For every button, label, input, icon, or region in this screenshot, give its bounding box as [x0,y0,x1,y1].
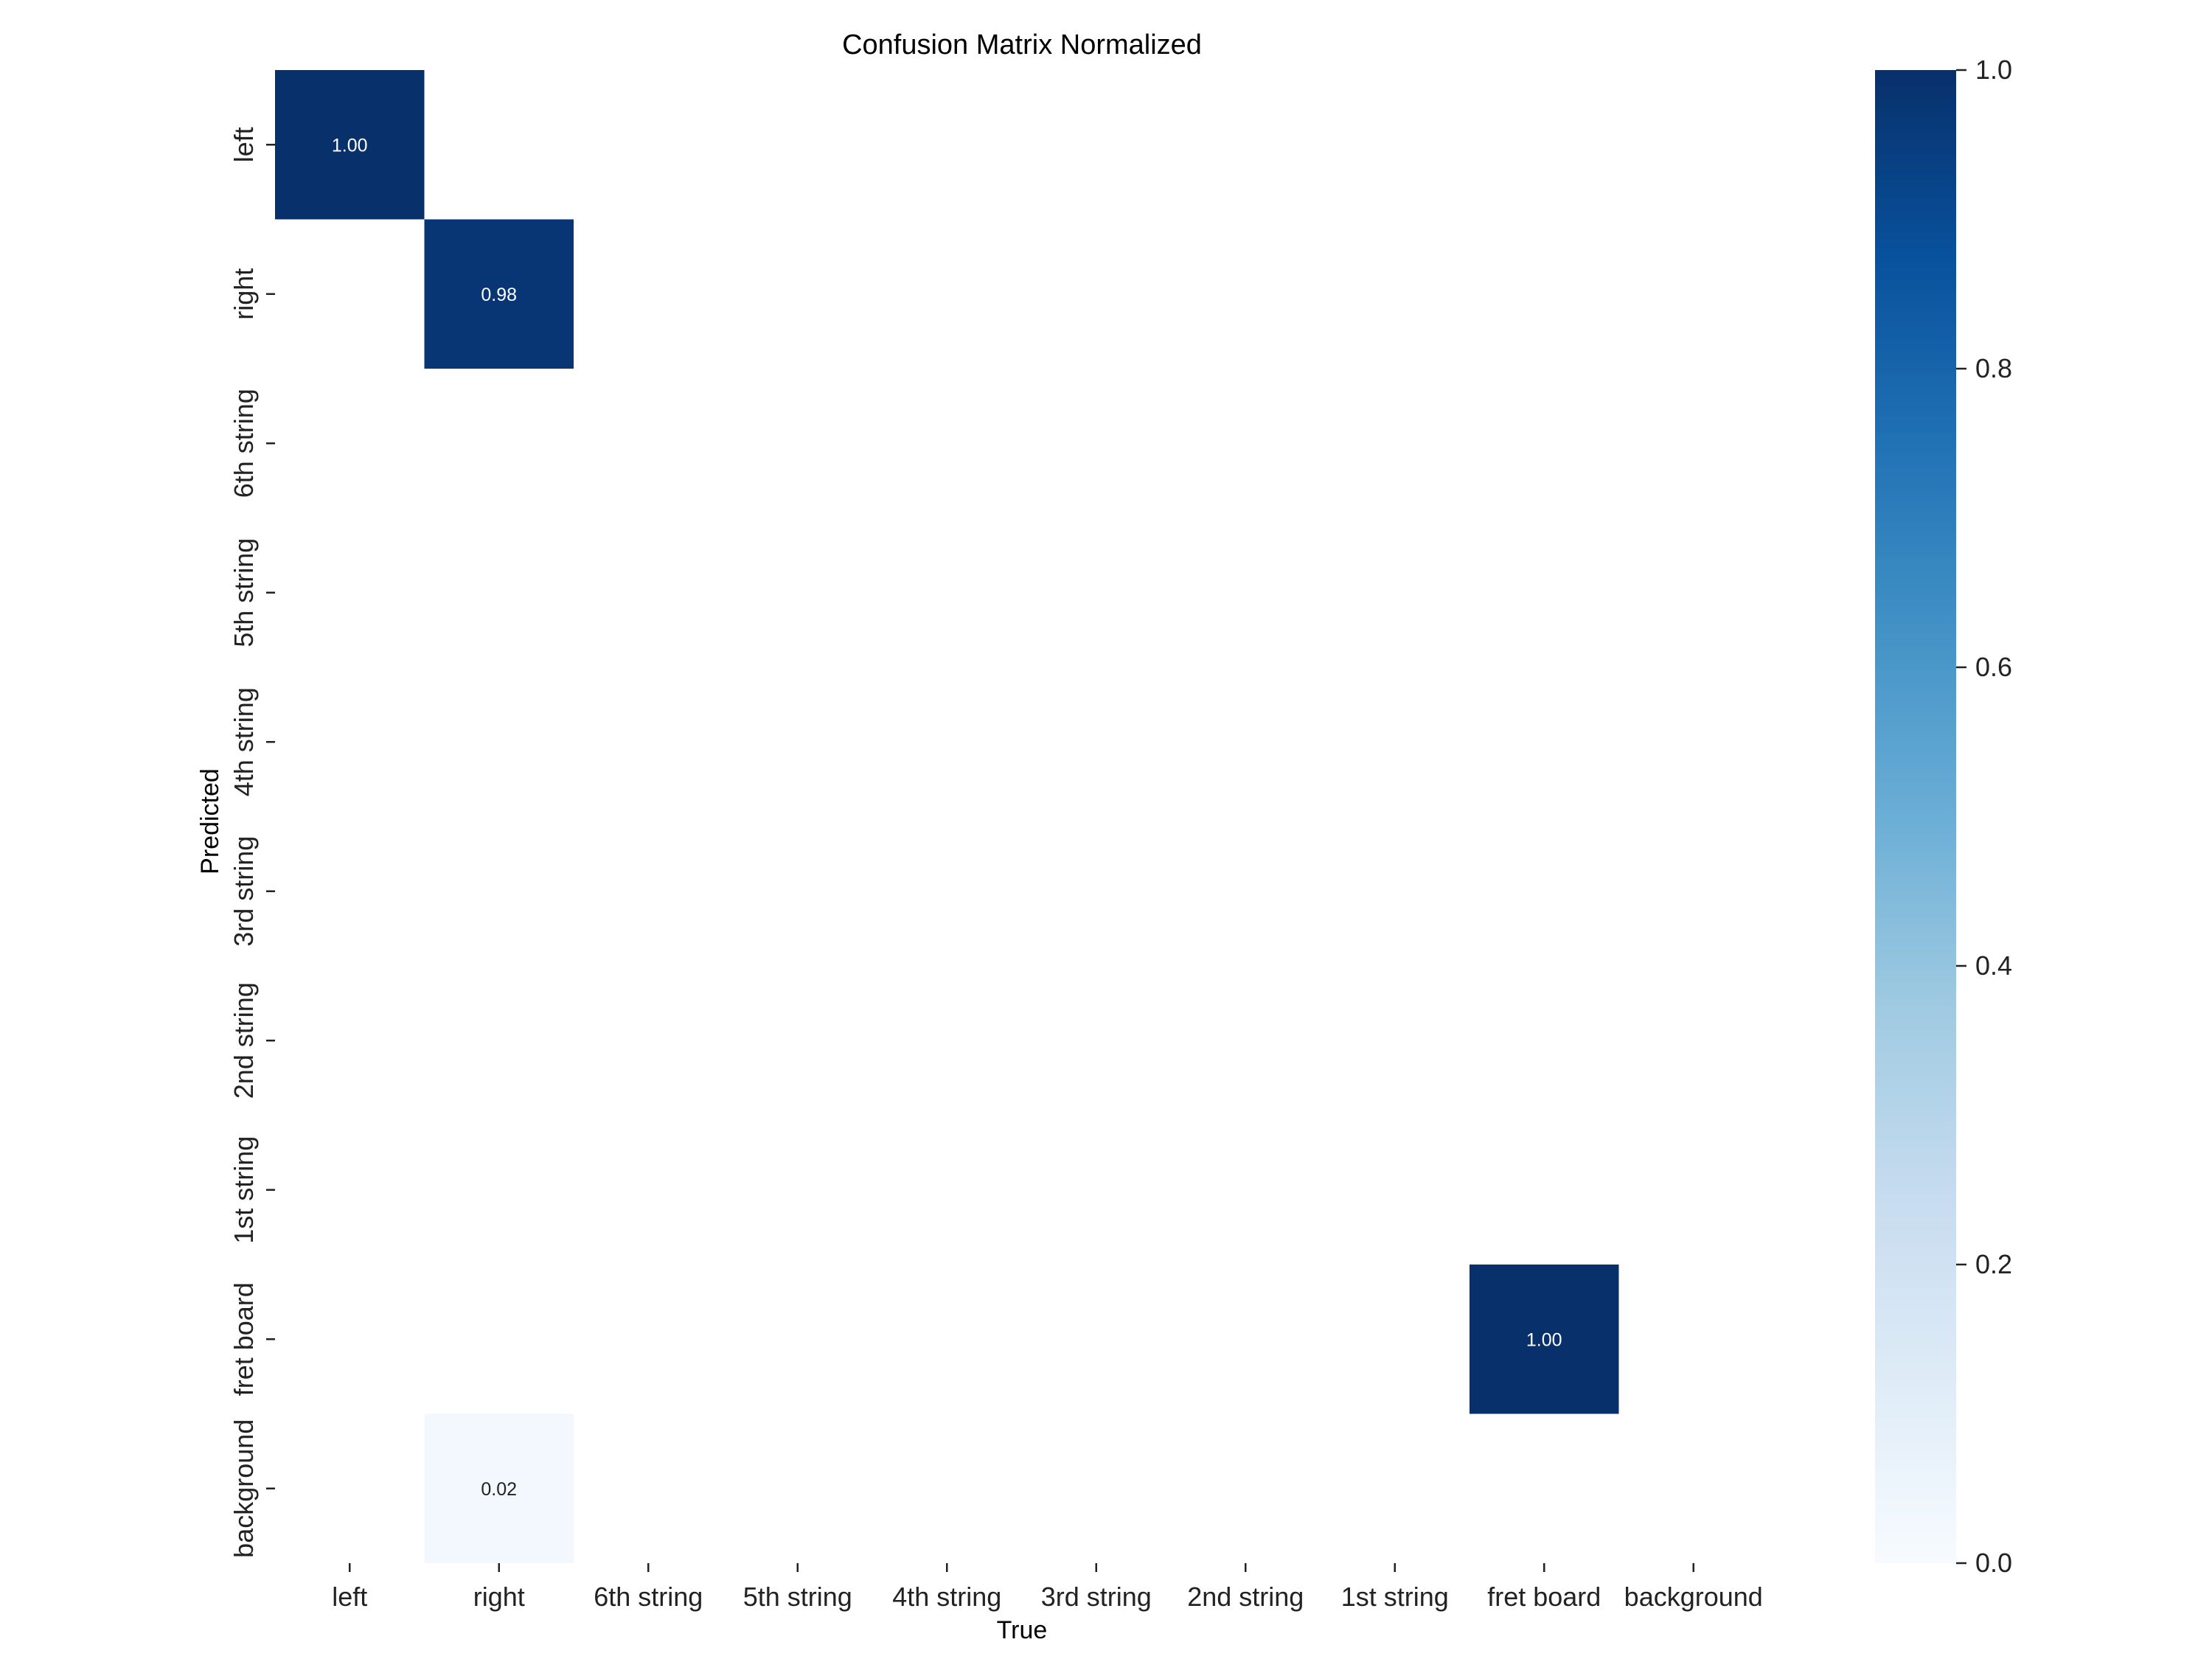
cell-value-label: 1.00 [1526,1329,1562,1350]
x-tick-label: right [473,1582,525,1612]
colorbar-tick-label: 1.0 [1975,55,2012,85]
cell-value-label: 0.98 [481,285,517,305]
colorbar-tick-label: 0.0 [1975,1548,2012,1578]
y-tick-label: 1st string [229,1136,259,1244]
y-tick-label: left [229,127,259,162]
heatmap-cell [1470,1265,1619,1414]
y-tick-label: 5th string [229,538,259,647]
heatmap-cell [424,1413,574,1563]
colorbar-tick-label: 0.4 [1975,950,2012,981]
y-axis: left right 6th string 5th string 4th string 3… [229,127,275,1558]
x-tick-label: fret board [1487,1582,1601,1612]
colorbar-tick-label: 0.2 [1975,1249,2012,1279]
colorbar-gradient [1875,70,1956,1563]
colorbar: 0.0 0.2 0.4 0.6 0.8 1.0 [1875,55,2012,1578]
y-tick-label: 6th string [229,389,259,498]
y-axis-label: Predicted [196,768,224,874]
x-tick-label: 2nd string [1187,1582,1304,1612]
y-tick-label: 3rd string [229,836,259,947]
x-tick-label: 3rd string [1041,1582,1152,1612]
heatmap-cells: 1.00 0.98 1.00 0.02 [275,70,1619,1563]
y-tick-label: 4th string [229,687,259,796]
x-axis-label: True [997,1616,1048,1644]
x-tick-label: 4th string [892,1582,1001,1612]
y-tick-label: background [229,1419,259,1558]
heatmap-cell [424,219,574,369]
y-tick-label: fret board [229,1282,259,1396]
x-tick-label: left [332,1582,367,1612]
x-tick-label: background [1624,1582,1763,1612]
x-tick-label: 6th string [594,1582,703,1612]
heatmap-cell [275,70,425,220]
y-tick-label: 2nd string [229,982,259,1099]
colorbar-tick-label: 0.6 [1975,652,2012,682]
x-axis: left right 6th string 5th string 4th string 3… [332,1563,1763,1612]
y-tick-label: right [229,268,259,320]
chart-title: Confusion Matrix Normalized [842,29,1202,60]
cell-value-label: 1.00 [332,135,368,156]
x-tick-label: 1st string [1341,1582,1449,1612]
x-tick-label: 5th string [743,1582,852,1612]
cell-value-label: 0.02 [481,1479,517,1500]
colorbar-tick-label: 0.8 [1975,353,2012,383]
